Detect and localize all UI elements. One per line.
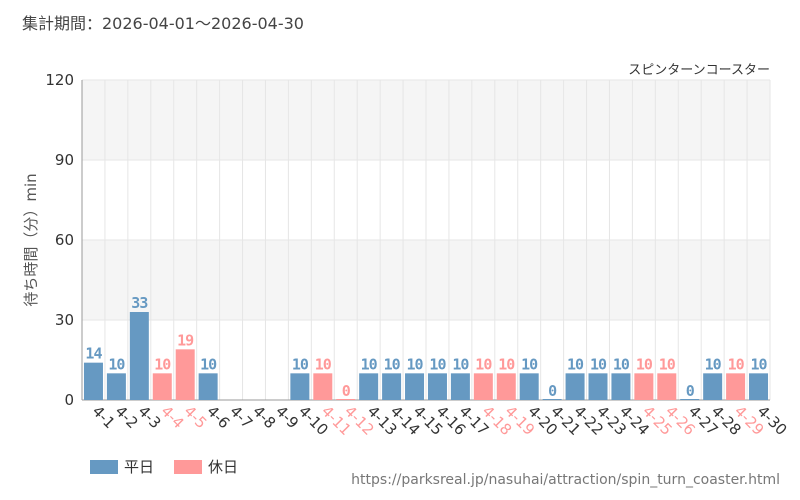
legend-label-holiday: 休日 (208, 458, 239, 476)
data-label-4-17: 10 (452, 355, 469, 373)
data-label-4-27: 0 (686, 382, 695, 400)
bar-4-3 (129, 312, 149, 400)
data-label-4-14: 10 (384, 355, 401, 373)
bar-4-16 (427, 373, 447, 400)
bar-4-1 (83, 362, 103, 400)
data-label-4-1: 14 (85, 345, 102, 363)
legend-swatch-weekday (90, 459, 118, 474)
chart-title: スピンターンコースター (628, 63, 770, 78)
source-url: https://parksreal.jp/nasuhai/attraction/… (351, 472, 780, 488)
legend-item-holiday[interactable]: 休日 (174, 456, 238, 477)
bar-4-30 (749, 373, 769, 400)
data-label-4-23: 10 (590, 355, 607, 373)
bar-4-26 (657, 373, 677, 400)
data-label-4-15: 10 (407, 355, 424, 373)
data-label-4-28: 10 (705, 355, 722, 373)
legend-label-weekday: 平日 (124, 458, 155, 476)
bar-4-6 (198, 373, 218, 400)
data-label-4-25: 10 (636, 355, 653, 373)
data-label-4-22: 10 (567, 355, 584, 373)
data-label-4-4: 10 (154, 355, 171, 373)
data-label-4-29: 10 (728, 355, 745, 373)
data-label-4-13: 10 (361, 355, 378, 373)
bar-4-10 (290, 373, 310, 400)
y-tick-label: 0 (64, 391, 74, 409)
data-label-4-16: 10 (429, 355, 446, 373)
legend-item-weekday[interactable]: 平日 (90, 456, 154, 477)
bar-4-25 (634, 373, 654, 400)
y-axis-label: 待ち時間（分）min (22, 173, 40, 306)
bar-4-15 (405, 373, 425, 400)
data-label-4-11: 10 (315, 355, 332, 373)
bar-4-4 (152, 373, 172, 400)
data-label-4-3: 33 (131, 294, 148, 312)
y-tick-label: 90 (55, 151, 74, 169)
bar-4-27 (680, 399, 700, 400)
bar-4-28 (703, 373, 723, 400)
bar-4-12 (336, 399, 356, 400)
y-tick-label: 120 (45, 71, 74, 89)
data-label-4-12: 0 (342, 382, 351, 400)
data-label-4-26: 10 (659, 355, 676, 373)
bar-4-23 (588, 373, 608, 400)
bar-4-24 (611, 373, 631, 400)
bar-4-2 (106, 373, 126, 400)
bar-4-5 (175, 349, 195, 400)
legend-swatch-holiday (174, 459, 203, 474)
y-tick-label: 60 (55, 231, 74, 249)
data-label-4-10: 10 (292, 355, 309, 373)
data-label-4-19: 10 (498, 355, 515, 373)
data-label-4-21: 0 (548, 382, 557, 400)
data-label-4-30: 10 (751, 355, 768, 373)
bar-4-11 (313, 373, 333, 400)
bar-4-19 (496, 373, 516, 400)
legend: 平日 休日 (90, 456, 238, 477)
collection-period: 集計期間：2026-04-01～2026-04-30 (22, 14, 304, 33)
data-label-4-18: 10 (475, 355, 492, 373)
bar-4-13 (359, 373, 379, 400)
data-label-4-6: 10 (200, 355, 217, 373)
bar-4-21 (542, 399, 562, 400)
data-label-4-2: 10 (108, 355, 125, 373)
y-tick-label: 30 (55, 311, 74, 329)
bar-4-22 (565, 373, 585, 400)
bar-4-29 (726, 373, 746, 400)
bar-4-14 (382, 373, 402, 400)
bar-4-20 (519, 373, 539, 400)
bar-4-17 (450, 373, 470, 400)
data-label-4-24: 10 (613, 355, 630, 373)
bar-4-18 (473, 373, 493, 400)
data-label-4-5: 19 (177, 331, 194, 349)
data-label-4-20: 10 (521, 355, 538, 373)
